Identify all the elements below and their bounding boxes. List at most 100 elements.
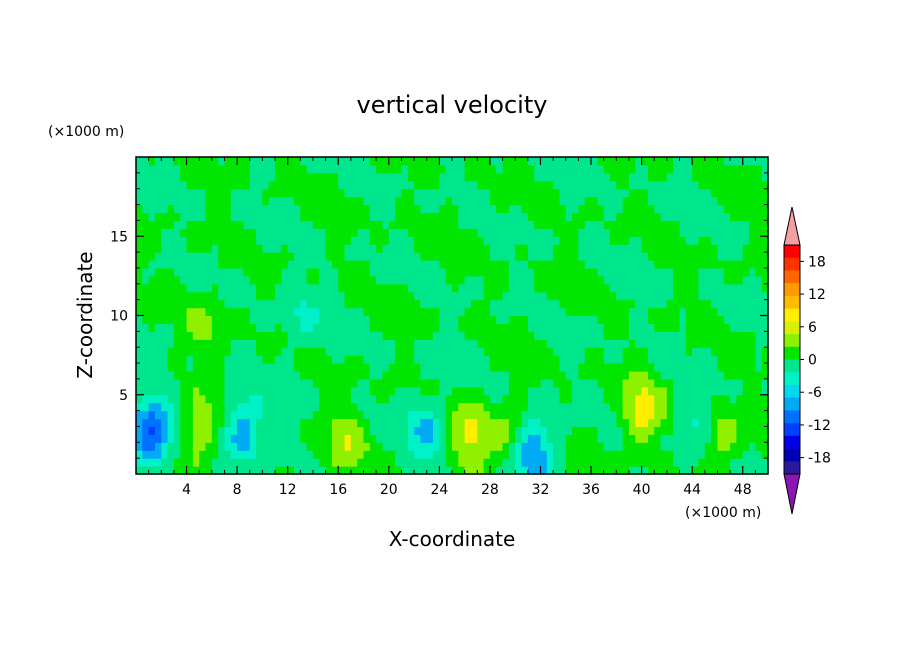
field-cell (281, 283, 289, 293)
field-cell (673, 236, 681, 245)
field-cell (464, 370, 472, 380)
field-cell (483, 434, 491, 443)
field-cell (186, 394, 194, 404)
field-cell (369, 157, 377, 166)
field-cell (243, 228, 251, 237)
field-cell (300, 426, 308, 435)
field-cell (173, 378, 181, 388)
field-cell (262, 220, 270, 229)
field-cell (610, 188, 617, 198)
field-cell (515, 315, 523, 325)
field-cell (502, 212, 510, 221)
field-cell (628, 204, 636, 214)
field-cell (717, 315, 725, 325)
field-cell (205, 164, 213, 174)
field-cell (635, 157, 643, 166)
field-cell (420, 244, 428, 253)
field-cell (540, 283, 548, 293)
field-cell (483, 347, 491, 356)
x-tick-label: 12 (279, 482, 297, 498)
field-cell (742, 466, 750, 475)
field-cell (572, 228, 579, 237)
field-cell (256, 315, 263, 325)
field-cell (369, 275, 377, 285)
field-cell (357, 204, 365, 214)
field-cell (452, 244, 459, 253)
field-cell (470, 402, 478, 412)
field-cell (540, 426, 548, 435)
field-cell (628, 220, 636, 229)
field-cell (338, 267, 346, 277)
field-cell (445, 236, 453, 245)
field-cell (616, 347, 624, 356)
field-cell (610, 378, 617, 388)
field-cell (666, 370, 674, 380)
field-cell (496, 260, 504, 269)
field-cell (527, 267, 535, 277)
field-cell (224, 323, 232, 332)
field-cell (136, 188, 143, 198)
field-cell (173, 434, 181, 443)
field-cell (723, 164, 731, 174)
field-cell (704, 157, 712, 166)
field-cell (230, 418, 238, 428)
field-cell (192, 228, 200, 237)
field-cell (426, 323, 434, 332)
field-cell (692, 402, 700, 412)
field-cell (673, 180, 681, 190)
field-cell (407, 323, 415, 332)
field-cell (616, 442, 624, 451)
field-cell (635, 339, 643, 348)
field-cell (180, 299, 188, 309)
field-cell (306, 291, 314, 301)
field-cell (275, 402, 282, 412)
field-cell (376, 236, 384, 245)
field-cell (685, 331, 693, 340)
field-cell (483, 339, 491, 348)
field-cell (167, 418, 175, 428)
field-cell (591, 228, 598, 237)
field-cell (420, 220, 428, 229)
field-cell (534, 196, 542, 206)
field-cell (458, 363, 466, 372)
field-cell (281, 188, 289, 198)
field-cell (281, 164, 289, 174)
field-cell (161, 450, 169, 459)
field-cell (211, 307, 219, 317)
field-cell (515, 458, 523, 467)
field-cell (553, 188, 561, 198)
field-cell (401, 164, 409, 174)
field-cell (452, 307, 459, 317)
field-cell (319, 267, 327, 277)
field-cell (376, 315, 384, 325)
field-cell (136, 283, 143, 293)
field-cell (496, 196, 504, 206)
field-cell (161, 442, 169, 451)
field-cell (521, 307, 529, 317)
field-cell (483, 331, 491, 340)
field-cell (369, 164, 377, 174)
field-cell (388, 267, 396, 277)
field-cell (679, 212, 687, 221)
field-cell (161, 164, 169, 174)
field-cell (635, 180, 643, 190)
field-cell (546, 347, 554, 356)
field-cell (407, 172, 415, 182)
field-cell (224, 386, 232, 396)
field-cell (382, 180, 390, 190)
field-cell (761, 450, 769, 459)
field-cell (205, 267, 213, 277)
field-cell (344, 172, 352, 182)
field-cell (540, 386, 548, 396)
field-cell (300, 466, 308, 475)
field-cell (294, 331, 301, 340)
field-cell (331, 299, 339, 309)
field-cell (167, 386, 175, 396)
field-cell (711, 220, 719, 229)
field-cell (578, 267, 586, 277)
field-cell (616, 164, 624, 174)
field-cell (572, 347, 579, 356)
field-cell (401, 180, 409, 190)
field-cell (508, 196, 516, 206)
field-cell (350, 172, 358, 182)
